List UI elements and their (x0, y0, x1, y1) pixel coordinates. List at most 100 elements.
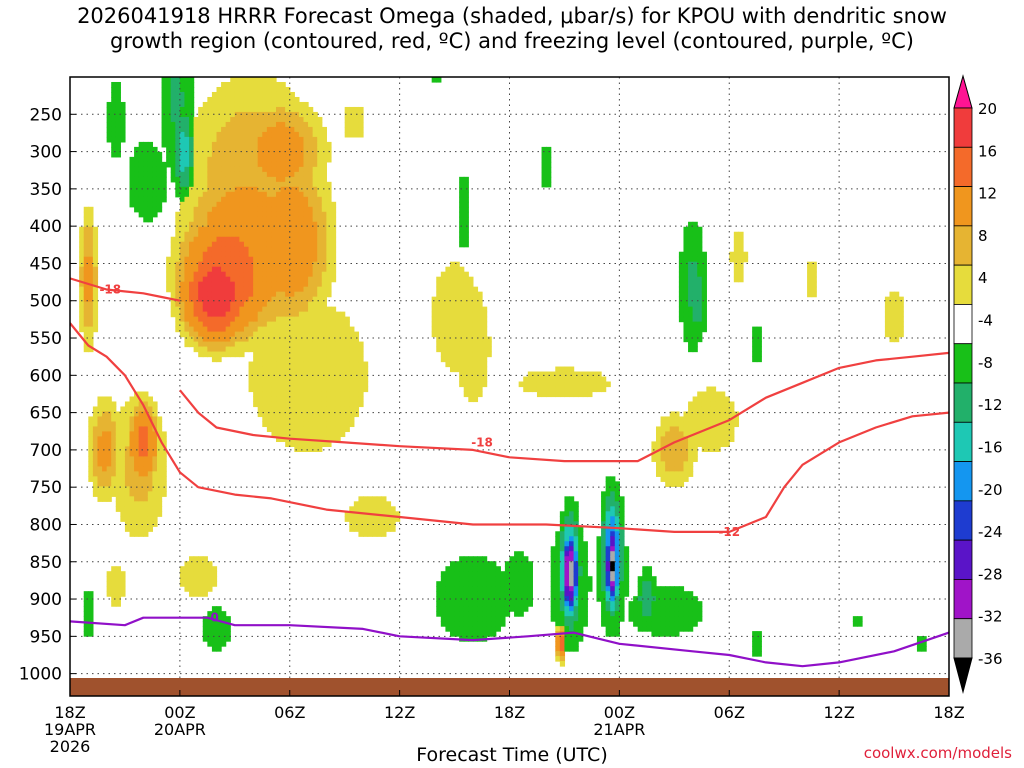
omega-cell (115, 596, 121, 602)
omega-cell (610, 531, 616, 537)
omega-cell (340, 336, 346, 343)
omega-cell (207, 331, 213, 338)
omega-cell (514, 611, 520, 617)
omega-cell (239, 121, 245, 128)
omega-cell (742, 256, 749, 263)
omega-cell (216, 211, 222, 218)
omega-cell (692, 241, 698, 248)
omega-cell (674, 416, 680, 423)
omega-cell (198, 291, 204, 298)
omega-cell (852, 616, 859, 622)
omega-cell (564, 501, 570, 507)
omega-cell (120, 411, 126, 418)
omega-cell (335, 396, 341, 403)
omega-cell (202, 316, 208, 323)
omega-cell (266, 301, 273, 308)
omega-cell (143, 496, 149, 502)
omega-cell (326, 351, 332, 358)
omega-cell (459, 591, 465, 597)
omega-cell (211, 151, 218, 158)
omega-cell (239, 226, 245, 233)
omega-cell (678, 271, 685, 278)
omega-cell (184, 561, 190, 567)
omega-cell (156, 441, 163, 447)
omega-cell (253, 156, 259, 163)
omega-cell (253, 321, 259, 328)
omega-cell (88, 421, 94, 428)
omega-cell (202, 211, 208, 218)
omega-cell (884, 311, 891, 318)
omega-cell (189, 291, 195, 298)
credit-link[interactable]: coolwx.com/models (863, 744, 1012, 762)
omega-cell (88, 286, 94, 293)
omega-cell (280, 196, 286, 203)
omega-cell (175, 111, 181, 118)
omega-cell (665, 456, 671, 462)
omega-cell (674, 591, 680, 597)
omega-cell (230, 91, 236, 98)
omega-cell (266, 331, 273, 338)
omega-cell (207, 186, 213, 193)
omega-cell (688, 231, 694, 238)
omega-cell (161, 81, 167, 88)
omega-cell (463, 586, 469, 592)
omega-cell (221, 326, 227, 333)
omega-cell (431, 77, 437, 83)
omega-cell (189, 326, 195, 333)
omega-cell (143, 501, 149, 507)
omega-cell (207, 151, 213, 158)
omega-cell (308, 396, 314, 403)
omega-cell (211, 206, 218, 213)
omega-cell (234, 301, 240, 308)
omega-cell (257, 101, 263, 108)
omega-cell (79, 301, 85, 308)
omega-cell (353, 511, 360, 517)
omega-cell (353, 526, 360, 532)
omega-cell (243, 311, 250, 318)
omega-cell (317, 186, 323, 193)
omega-cell (459, 181, 465, 188)
omega-cell (156, 416, 163, 423)
omega-cell (243, 201, 250, 208)
omega-cell (449, 581, 456, 587)
omega-cell (344, 326, 350, 333)
omega-cell (335, 386, 341, 393)
omega-cell (720, 436, 726, 443)
omega-cell (175, 216, 181, 223)
omega-cell (221, 266, 227, 273)
omega-cell (189, 581, 195, 587)
omega-cell (697, 391, 703, 398)
omega-cell (555, 551, 561, 557)
omega-cell (193, 151, 199, 158)
omega-cell (303, 126, 309, 133)
omega-cell (152, 421, 158, 428)
omega-cell (280, 231, 286, 238)
omega-cell (198, 191, 204, 198)
omega-cell (129, 521, 135, 527)
omega-cell (216, 151, 222, 158)
omega-cell (688, 221, 694, 228)
omega-cell (619, 516, 625, 522)
omega-cell (733, 276, 740, 283)
omega-cell (161, 136, 167, 143)
omega-cell (111, 431, 117, 438)
omega-cell (216, 141, 222, 148)
omega-cell (280, 411, 286, 418)
omega-cell (312, 146, 318, 153)
omega-cell (179, 271, 186, 278)
omega-cell (559, 531, 566, 537)
omega-cell (230, 316, 236, 323)
omega-cell (884, 306, 891, 313)
omega-cell (262, 391, 268, 398)
omega-cell (170, 146, 176, 153)
omega-cell (92, 291, 99, 298)
omega-cell (88, 236, 94, 243)
omega-cell (564, 511, 570, 517)
omega-cell (106, 591, 112, 597)
omega-cell (477, 606, 483, 612)
omega-cell (147, 151, 154, 158)
omega-cell (202, 156, 208, 163)
omega-cell (559, 651, 566, 657)
omega-cell (610, 536, 616, 542)
omega-cell (688, 276, 694, 283)
